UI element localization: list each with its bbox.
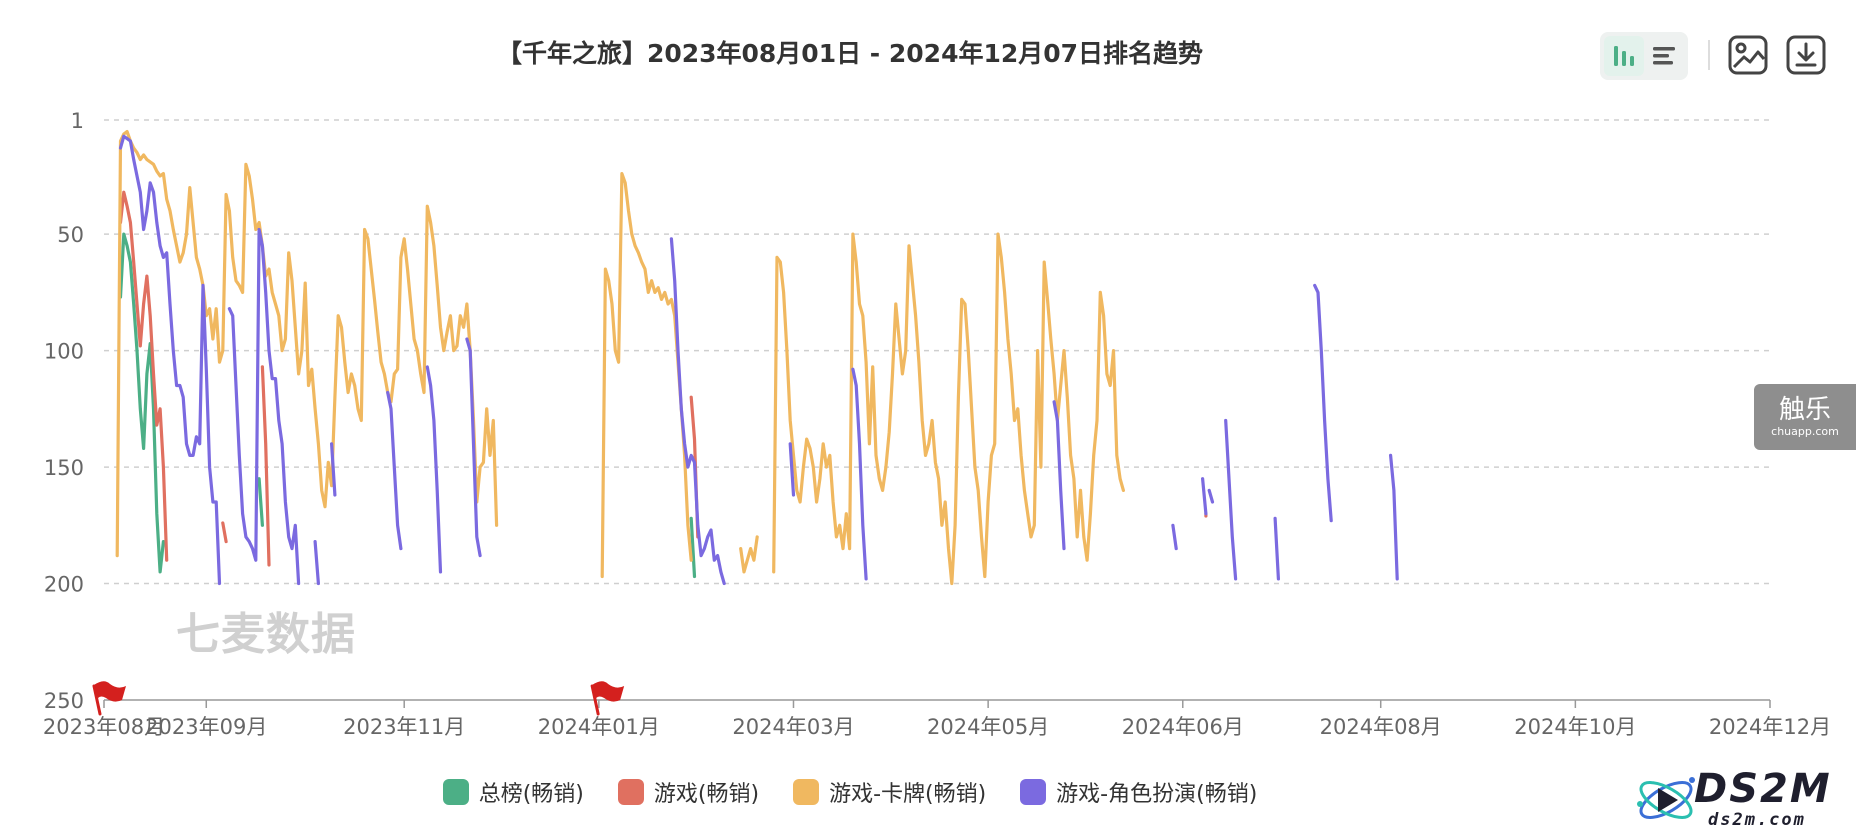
image-icon <box>1728 35 1768 75</box>
series-line-3 <box>386 390 403 551</box>
series-line-3 <box>1388 453 1399 581</box>
legend-item-2[interactable]: 游戏-卡牌(畅销) <box>793 776 986 808</box>
series-line-3 <box>1171 523 1178 551</box>
flag-marker[interactable] <box>590 681 625 716</box>
brand-name: DS2M <box>1694 766 1832 812</box>
series-line-0 <box>118 232 165 574</box>
x-tick-label: 2023年11月 <box>343 715 465 739</box>
series-line-3 <box>465 337 482 558</box>
y-tick-label: 250 <box>44 689 84 713</box>
side-badge[interactable]: 触乐 chuapp.com <box>1754 384 1856 450</box>
series-line-3 <box>1200 477 1208 516</box>
grid-lines <box>104 119 1770 585</box>
series-lines <box>115 130 1399 586</box>
brand-logo: DS2M ds2m.com <box>1632 766 1842 832</box>
legend-swatch <box>617 779 644 805</box>
series-line-3 <box>330 442 337 497</box>
y-tick-label: 150 <box>44 456 84 480</box>
series-line-3 <box>1313 283 1333 523</box>
bar-chart-view-button[interactable] <box>1604 36 1644 76</box>
legend-swatch <box>1020 779 1047 805</box>
chart-title: 【千年之旅】2023年08月01日 - 2024年12月07日排名趋势 <box>496 39 1204 68</box>
series-line-3 <box>227 227 301 586</box>
x-tick-label: 2024年10月 <box>1514 715 1636 739</box>
series-line-3 <box>1052 400 1066 551</box>
series-line-2 <box>739 535 759 574</box>
x-tick-label: 2024年12月 <box>1709 715 1831 739</box>
event-markers <box>92 681 625 716</box>
list-view-button[interactable] <box>1644 36 1684 76</box>
toolbar-separator <box>1708 40 1710 70</box>
series-line-1 <box>118 190 169 562</box>
legend-label: 游戏-卡牌(畅销) <box>829 782 987 807</box>
list-icon <box>1653 47 1675 65</box>
legend: 总榜(畅销) 游戏(畅销) 游戏-卡牌(畅销) 游戏-角色扮演(畅销) <box>0 776 1700 808</box>
legend-label: 游戏(畅销) <box>653 782 760 807</box>
x-tick-label: 2023年08月 <box>43 715 165 739</box>
series-line-3 <box>313 539 320 586</box>
brand-url: ds2m.com <box>1708 810 1806 830</box>
legend-swatch <box>442 779 469 805</box>
watermark: 七麦数据 <box>176 609 356 660</box>
legend-item-3[interactable]: 游戏-角色扮演(畅销) <box>1020 776 1257 808</box>
series-line-3 <box>118 134 222 586</box>
atom-logo-icon <box>1637 777 1695 819</box>
series-line-2 <box>772 232 1126 586</box>
view-toggle <box>1600 32 1688 80</box>
series-line-0 <box>257 477 264 527</box>
legend-item-1[interactable]: 游戏(畅销) <box>617 776 760 808</box>
series-line-0 <box>689 516 697 579</box>
series-line-2 <box>115 130 499 558</box>
series-line-3 <box>1273 516 1281 581</box>
x-tick-label: 2024年08月 <box>1320 715 1442 739</box>
series-line-3 <box>1207 488 1215 504</box>
series-line-3 <box>788 442 796 497</box>
x-tick-label: 2024年03月 <box>732 715 854 739</box>
series-line-1 <box>260 365 271 567</box>
flag-marker[interactable] <box>92 681 126 716</box>
x-tick-label: 2024年01月 <box>538 715 660 739</box>
y-tick-label: 1 <box>71 109 84 133</box>
x-tick-label: 2024年05月 <box>927 715 1049 739</box>
legend-swatch <box>793 779 820 805</box>
y-tick-label: 100 <box>44 340 84 364</box>
series-line-3 <box>425 365 443 574</box>
x-tick-label: 2023年09月 <box>145 715 267 739</box>
download-icon <box>1786 35 1826 75</box>
y-tick-label: 200 <box>44 573 84 597</box>
side-badge-label: 触乐 <box>1778 395 1831 425</box>
download-button[interactable] <box>1784 32 1828 78</box>
legend-item-0[interactable]: 总榜(畅销) <box>442 776 584 808</box>
x-tick-label: 2024年06月 <box>1122 715 1244 739</box>
series-line-3 <box>851 367 868 581</box>
legend-label: 游戏-角色扮演(畅销) <box>1056 782 1258 807</box>
bar-chart-icon <box>1614 46 1634 66</box>
side-badge-url: chuapp.com <box>1771 425 1839 438</box>
series-line-1 <box>221 521 228 544</box>
save-image-button[interactable] <box>1726 32 1770 78</box>
y-tick-label: 50 <box>57 223 84 247</box>
chart-toolbar <box>1600 32 1840 82</box>
series-line-3 <box>669 237 726 586</box>
series-line-3 <box>1224 418 1238 581</box>
legend-label: 总榜(畅销) <box>478 782 584 807</box>
